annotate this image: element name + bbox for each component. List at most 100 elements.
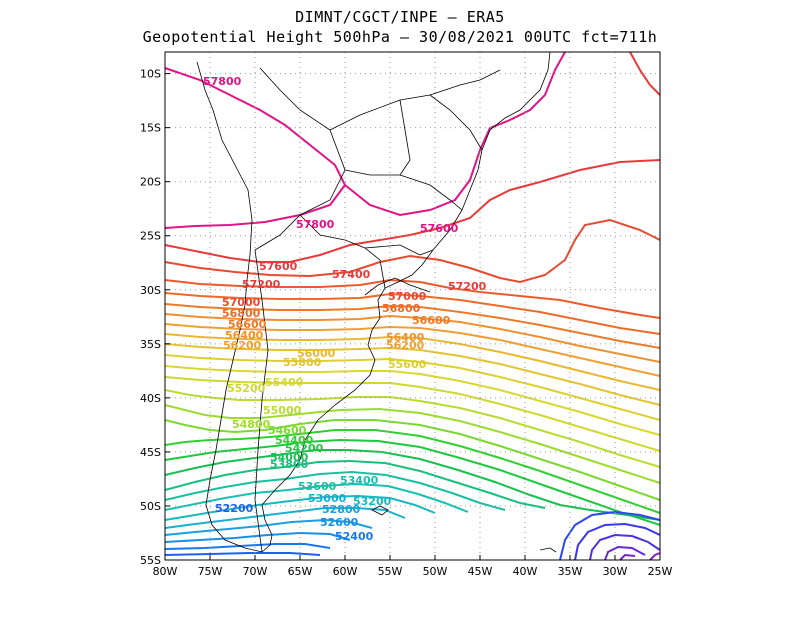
contour-line — [164, 438, 661, 526]
contour-label: 57800 — [203, 75, 242, 88]
y-tick-label: 55S — [140, 554, 161, 567]
contour-label: 55000 — [263, 404, 302, 417]
contour-label: 55200 — [227, 382, 266, 395]
contour-label: 56200 — [223, 339, 262, 352]
contour-label: 56800 — [382, 302, 421, 315]
x-tick-label: 70W — [243, 565, 268, 578]
contour-line — [164, 333, 661, 391]
contour-label: 52800 — [322, 503, 361, 516]
contour-line — [164, 323, 661, 377]
contour-line — [629, 51, 661, 96]
y-tick-label: 20S — [140, 176, 161, 189]
contour-label: 53200 — [353, 495, 392, 508]
contour-line — [164, 470, 506, 511]
contour-label: 53800 — [0, 0, 39, 3]
contour-line — [164, 429, 661, 514]
x-tick-label: 25W — [648, 565, 673, 578]
y-tick-label: 50S — [140, 500, 161, 513]
border-lines-3 — [299, 214, 386, 289]
contour-line — [604, 545, 646, 561]
contour-line — [164, 343, 661, 406]
contour-label: 56400 — [386, 331, 425, 344]
contour-line — [164, 365, 661, 436]
contour-line — [164, 518, 373, 536]
contour-label: 57600 — [420, 222, 459, 235]
contour-label: 52400 — [335, 530, 374, 543]
map-title-line-2: Geopotential Height 500hPa – 30/08/2021 … — [142, 28, 658, 46]
border-lines-4 — [254, 249, 269, 553]
contour-label: 57800 — [296, 218, 335, 231]
contour-line — [164, 303, 661, 349]
border-lines-2 — [344, 169, 463, 211]
contour-label: 57200 — [242, 278, 281, 291]
contour-label: 57000 — [222, 296, 261, 309]
y-tick-label: 10S — [140, 68, 161, 81]
contour-label: 54400 — [275, 434, 314, 447]
contour-line — [619, 553, 636, 561]
contour-label: 56800 — [222, 307, 261, 320]
contour-label: 53800 — [270, 458, 309, 471]
x-tick-label: 55W — [378, 565, 403, 578]
x-tick-label: 65W — [288, 565, 313, 578]
axis-ticks: 80W 75W 70W 65W 60W 55W 50W 45W 40W 35W 30W 25W 10S 1… — [140, 68, 673, 578]
contour-line — [164, 278, 661, 319]
contour-label: 52600 — [320, 516, 359, 529]
contour-line — [164, 552, 321, 556]
contour-label: 54600 — [268, 424, 307, 437]
contour-line — [164, 218, 661, 284]
contour-label: 56600 — [412, 314, 451, 327]
contour-label: 55400 — [265, 376, 304, 389]
border-lines-8 — [364, 244, 434, 256]
south-georgia — [539, 547, 557, 553]
contour-label: 52200 — [215, 502, 254, 515]
y-tick-label: 40S — [140, 392, 161, 405]
border-lines-5 — [329, 69, 501, 131]
contour-label: 56200 — [386, 339, 425, 352]
border-lines-6 — [399, 99, 411, 176]
contour-line — [164, 531, 351, 543]
contour-line — [164, 419, 661, 501]
y-tick-label: 45S — [140, 446, 161, 459]
contour-line — [164, 449, 661, 521]
contour-label: 54200 — [285, 442, 324, 455]
river-plate-estuary — [364, 277, 431, 296]
contour-label: 56600 — [228, 318, 267, 331]
coastlines-and-borders — [196, 51, 557, 553]
contour-line — [574, 522, 661, 561]
contour-label: 57400 — [332, 268, 371, 281]
contour-line — [164, 313, 661, 363]
contour-line — [164, 292, 661, 335]
x-tick-label: 80W — [153, 565, 178, 578]
contour-line — [164, 354, 661, 421]
contour-line — [164, 543, 331, 550]
contour-line — [164, 404, 661, 484]
contour-lines — [164, 51, 661, 561]
contour-line — [649, 552, 661, 561]
contour-label: 56000 — [297, 347, 336, 360]
south-america-east-coast — [261, 51, 551, 553]
border-lines-7 — [429, 94, 483, 151]
contour-line — [164, 482, 469, 513]
contour-line — [164, 459, 546, 509]
contour-label: 53600 — [298, 480, 337, 493]
x-tick-label: 40W — [513, 565, 538, 578]
contour-label: 57200 — [448, 280, 487, 293]
contour-label: 55800 — [283, 356, 322, 369]
y-tick-label: 15S — [140, 122, 161, 135]
contour-line — [344, 51, 566, 217]
contour-label: 53400 — [340, 474, 379, 487]
contour-label: 57600 — [259, 260, 298, 273]
contour-label: 55600 — [388, 358, 427, 371]
contour-label: 54000 — [270, 451, 309, 464]
contour-label: 56400 — [225, 329, 264, 342]
south-america-west-coast — [196, 61, 263, 553]
x-tick-label: 35W — [558, 565, 583, 578]
contour-label: 57000 — [388, 290, 427, 303]
y-tick-label: 25S — [140, 230, 161, 243]
map-title-line-1: DIMNT/CGCT/INPE – ERA5 — [295, 8, 505, 26]
x-tick-label: 60W — [333, 565, 358, 578]
y-tick-label: 35S — [140, 338, 161, 351]
x-tick-label: 45W — [468, 565, 493, 578]
contour-line — [164, 67, 347, 229]
